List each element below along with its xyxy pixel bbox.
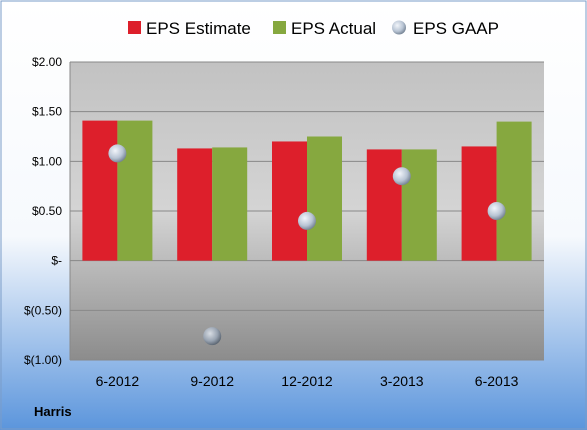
eps-actual-bar-9-2012	[212, 147, 248, 261]
x-tick-label: 6-2013	[475, 373, 519, 389]
eps-gaap-point-6-2013	[487, 202, 506, 220]
y-tick-label: $1.00	[32, 154, 62, 168]
x-tick-label: 6-2012	[96, 373, 140, 389]
eps-gaap-point-12-2012	[298, 211, 316, 230]
gaap-points	[108, 144, 506, 346]
x-tick-label: 3-2013	[380, 373, 424, 389]
y-tick-label: $1.50	[32, 105, 62, 119]
x-tick-label: 12-2012	[281, 373, 333, 389]
company-name: Harris	[34, 404, 72, 419]
legend-swatch-eps-gaap	[392, 20, 406, 35]
y-tick-label: $(0.50)	[24, 303, 62, 317]
legend-label-eps-actual: EPS Actual	[291, 19, 376, 38]
eps-actual-bar-6-2012	[117, 120, 153, 261]
eps-estimate-bar-3-2013	[366, 149, 402, 261]
eps-actual-bar-3-2013	[401, 149, 437, 261]
legend-label-eps-estimate: EPS Estimate	[146, 19, 251, 38]
eps-actual-bar-12-2012	[307, 136, 342, 261]
legend-swatch-eps-actual	[273, 21, 286, 34]
y-axis-tick-labels: $2.00 $1.50 $1.00 $0.50 $- $(0.50) $(1.00)	[24, 55, 62, 367]
legend-swatch-eps-estimate	[128, 21, 141, 34]
x-axis-tick-labels: 6-2012 9-2012 12-2012 3-2013 6-2013	[96, 373, 519, 389]
eps-estimate-bar-6-2013	[461, 146, 497, 261]
eps-estimate-bar-12-2012	[272, 141, 307, 261]
eps-gaap-point-6-2012	[108, 144, 127, 163]
eps-estimate-bar-9-2012	[177, 148, 213, 261]
x-tick-label: 9-2012	[190, 373, 234, 389]
eps-gaap-point-9-2012	[203, 327, 222, 346]
eps-gaap-point-3-2013	[392, 167, 411, 186]
y-tick-label: $2.00	[32, 55, 62, 69]
legend-label-eps-gaap: EPS GAAP	[413, 19, 499, 38]
legend: EPS Estimate EPS Actual EPS GAAP	[128, 19, 499, 38]
eps-estimate-bar-6-2012	[82, 120, 118, 261]
eps-actual-bar-6-2013	[496, 121, 532, 261]
y-tick-label: $-	[51, 254, 62, 268]
bars	[82, 120, 532, 261]
y-tick-label: $(1.00)	[24, 353, 62, 367]
y-tick-label: $0.50	[32, 204, 62, 218]
